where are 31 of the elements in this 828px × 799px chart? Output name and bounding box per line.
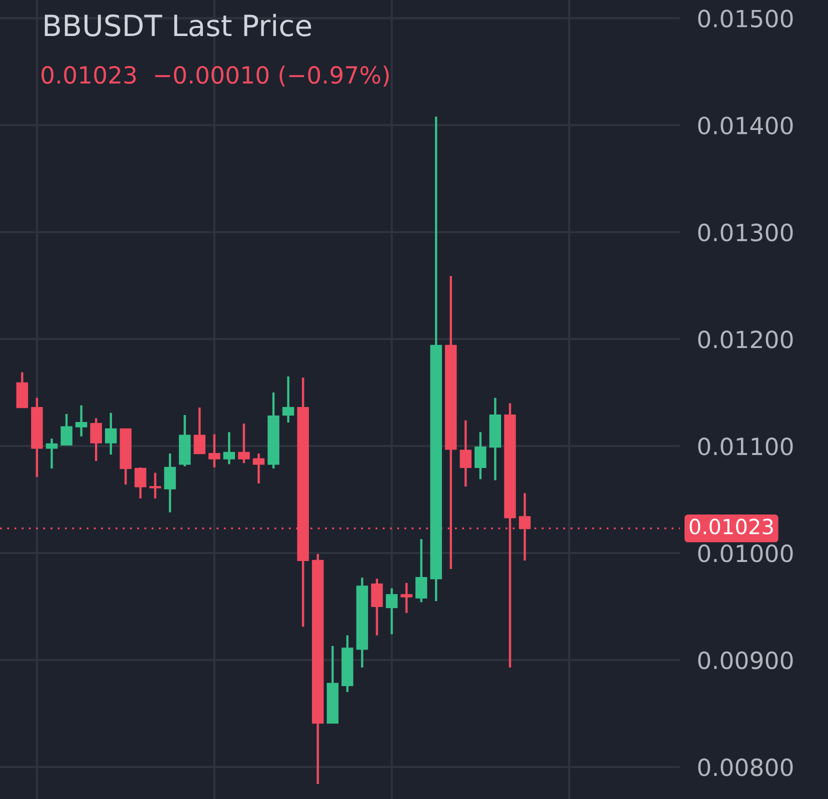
y-tick-label: 0.01400: [698, 116, 793, 134]
candlestick: [104, 412, 117, 456]
candlestick: [90, 417, 102, 462]
candlestick: [474, 431, 486, 480]
y-tick-label: 0.01200: [698, 330, 793, 348]
candlestick: [371, 578, 383, 636]
y-tick-label: 0.01100: [698, 437, 793, 456]
candlestick: [149, 472, 162, 500]
ref-line-label: 0.01023: [690, 518, 773, 534]
candlestick: [223, 431, 236, 466]
candlestick: [400, 582, 412, 614]
candlestick: [194, 406, 206, 455]
candlestick: [164, 452, 176, 514]
text: 0.01023 −0.00010 (−0.97%): [42, 66, 389, 87]
candlestick: [238, 422, 250, 464]
y-tick-label: 0.01000: [698, 544, 793, 562]
y-tick-label: 0.01300: [698, 224, 793, 242]
candlestick: [386, 587, 398, 636]
candlestick: [75, 404, 88, 438]
candlestick: [460, 419, 472, 488]
candlestick: [282, 375, 294, 424]
candlestick: [415, 538, 428, 604]
candlestick: [134, 466, 146, 500]
candlestick: [60, 412, 72, 446]
candlestick: [208, 433, 220, 469]
y-tick-label: 0.01500: [698, 10, 793, 28]
candlestick: [252, 452, 265, 485]
y-tick-label: 0.00900: [698, 651, 793, 670]
candlestick: [46, 437, 58, 470]
y-tick-label: 0.00800: [698, 758, 793, 776]
chart-title: BBUSDT Last Price: [44, 14, 312, 36]
